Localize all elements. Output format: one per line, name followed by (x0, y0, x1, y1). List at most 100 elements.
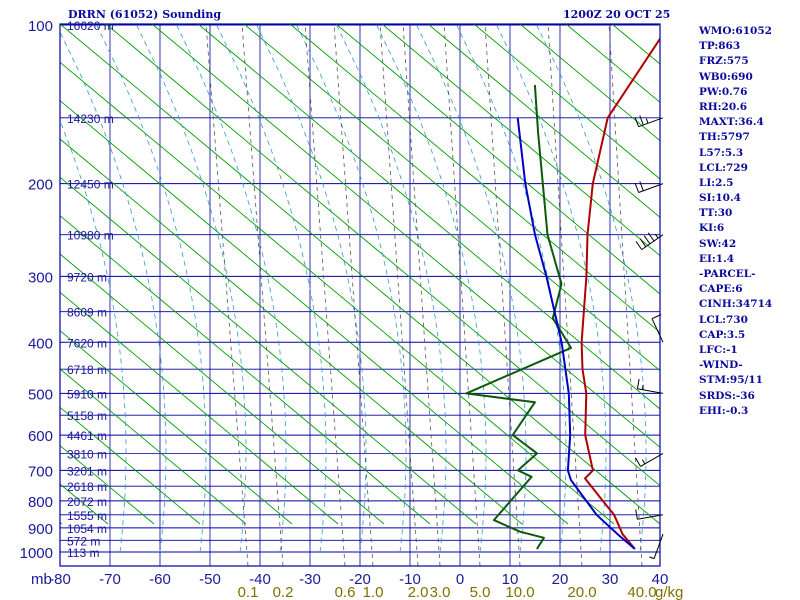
dry-adiabat (60, 176, 477, 525)
moist-adiabat (60, 31, 167, 553)
dry-adiabat (60, 291, 339, 525)
mixing-ratio-label: 2.0 (408, 584, 429, 600)
height-label: 16620 m (67, 19, 114, 33)
moist-adiabat (176, 24, 287, 553)
index-item: -WIND- (699, 359, 743, 372)
mixing-ratio-unit: g/kg (655, 584, 683, 600)
dry-adiabat (60, 368, 247, 525)
indices-panel: WMO:61052 TP:863 FRZ:575 WB0:690 PW:0.76 RH:2… (699, 24, 772, 419)
dry-adiabat (60, 61, 615, 525)
moist-adiabat (216, 24, 327, 553)
x-tick-label: -30 (299, 571, 321, 588)
height-label: 10980 m (67, 229, 114, 243)
mixing-ratio-line (333, 24, 374, 566)
mixing-ratio-line (205, 24, 249, 566)
x-tick-label: 30 (602, 571, 619, 588)
index-item: TP:863 (699, 40, 741, 53)
index-item: LFC:-1 (699, 343, 738, 356)
dry-adiabat (519, 24, 660, 142)
mixing-ratio-label: 3.0 (430, 584, 451, 600)
moist-adiabat (376, 24, 487, 553)
height-label: 7620 m (67, 336, 107, 350)
mixing-ratio-label: 0.2 (273, 584, 294, 600)
mixing-ratio-label: 10.0 (505, 584, 534, 600)
mixing-ratio-label: 0.6 (335, 584, 356, 600)
moist-adiabat (496, 24, 607, 553)
wind-barb (635, 232, 664, 251)
moist-adiabat (60, 119, 127, 553)
wind-barb (635, 452, 664, 467)
x-tick-label: 20 (552, 571, 569, 588)
height-label: 5158 m (67, 409, 107, 423)
y-tick-label: 700 (28, 463, 53, 480)
mixing-ratio-line (443, 24, 481, 566)
x-tick-label: -20 (349, 571, 371, 588)
index-item: WMO:61052 (699, 25, 772, 37)
mixing-ratio-line (547, 24, 583, 566)
x-tick-label: -40 (249, 571, 271, 588)
height-label: 14230 m (67, 112, 114, 126)
dry-adiabat (473, 24, 660, 180)
index-item: CAPE:6 (699, 283, 743, 296)
y-tick-label: 400 (28, 335, 53, 352)
mixing-ratio-line (608, 24, 643, 566)
height-label: 3810 m (67, 447, 107, 461)
height-label: 1054 m (67, 522, 107, 536)
x-tick-label: -60 (149, 571, 171, 588)
moist-adiabat (296, 24, 407, 553)
height-label: 9720 m (67, 270, 107, 284)
index-item: CINH:34714 (699, 298, 773, 311)
y-tick-label: 900 (28, 521, 53, 538)
index-item: FRZ:575 (699, 55, 749, 68)
index-item: CAP:3.5 (699, 328, 746, 341)
dry-adiabat (151, 24, 660, 448)
index-item: L57:5.3 (699, 146, 744, 159)
dry-adiabat (60, 138, 523, 525)
height-label: 3201 m (67, 464, 107, 478)
mixing-ratio-line (402, 24, 441, 566)
wind-barb (634, 115, 664, 128)
index-item: LCL:730 (699, 313, 748, 326)
moist-adiabat (256, 24, 367, 553)
index-item: EHI:-0.3 (699, 404, 749, 417)
mixing-ratio-line (484, 24, 521, 566)
wind-barb-column (634, 115, 664, 560)
height-label: 572 m (67, 534, 100, 548)
moist-adiabat (96, 24, 207, 553)
dry-adiabat (289, 24, 660, 333)
index-item: WB0:690 (699, 70, 753, 83)
index-item: SI:10.4 (699, 192, 741, 205)
mixing-ratio-label: 40.0 (627, 584, 656, 600)
x-tick-label: 10 (502, 571, 519, 588)
wind-barb (636, 378, 664, 394)
height-label: 2618 m (67, 480, 107, 494)
dry-adiabat (60, 24, 660, 525)
dry-adiabat (197, 24, 660, 410)
x-tick-label: -80 (49, 571, 71, 588)
series-dewpoint (465, 84, 572, 550)
index-item: TT:30 (699, 207, 733, 220)
station-title: DRRN (61052) Sounding (68, 8, 222, 21)
series-temperature (580, 36, 660, 550)
moist-adiabat (536, 24, 647, 553)
height-label: 12450 m (67, 178, 114, 192)
mixing-ratio-line (241, 24, 284, 566)
height-label: 2072 m (67, 495, 107, 509)
plot-frame (59, 23, 661, 567)
mixing-ratio-label: 0.1 (238, 584, 259, 600)
index-item: RH:20.6 (699, 100, 748, 113)
index-item: -PARCEL- (699, 268, 756, 280)
grid-layer (0, 24, 660, 566)
y-tick-label: 200 (28, 177, 53, 194)
dry-adiabat (0, 24, 16, 524)
mixing-ratio-label: 5.0 (470, 584, 491, 600)
y-tick-label: 1000 (20, 545, 53, 562)
index-item: KI:6 (699, 222, 725, 235)
x-tick-label: -10 (399, 571, 421, 588)
series-parcel (516, 117, 636, 550)
index-item: LI:2.5 (699, 176, 734, 189)
valid-time: 1200Z 20 OCT 25 (563, 8, 671, 21)
index-item: PW:0.76 (699, 85, 748, 98)
dry-adiabat (60, 330, 293, 525)
